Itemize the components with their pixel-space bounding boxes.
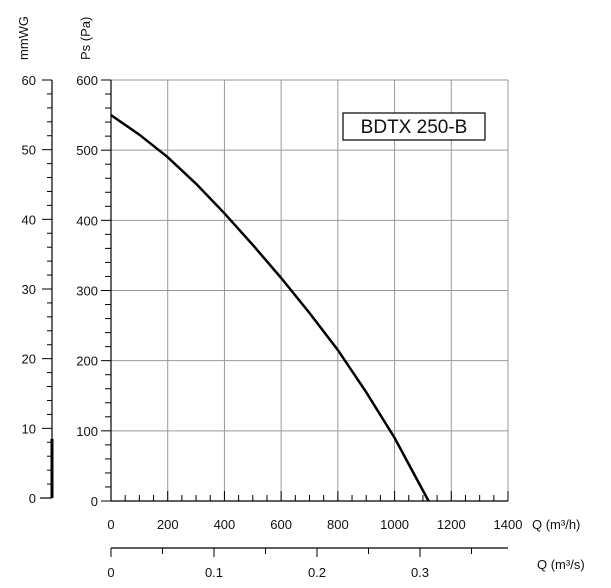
y2-tick-label: 50 bbox=[22, 143, 36, 158]
y-tick-label: 500 bbox=[76, 143, 98, 158]
y2-tick-label: 40 bbox=[22, 212, 36, 227]
y-tick-label: 400 bbox=[76, 213, 98, 228]
x-tick-label: 1000 bbox=[380, 517, 409, 532]
x-tick-label: 0 bbox=[107, 517, 114, 532]
model-label-box: BDTX 250-B bbox=[342, 112, 486, 141]
y-tick-label: 300 bbox=[76, 284, 98, 299]
performance-curve bbox=[110, 114, 430, 502]
y-tick-label: 100 bbox=[76, 424, 98, 439]
tick-marks bbox=[42, 79, 509, 557]
y2-tick-label: 20 bbox=[22, 352, 36, 367]
y2-tick-label: 0 bbox=[29, 491, 36, 506]
y-tick-label: 600 bbox=[76, 73, 98, 88]
x-tick-label: 1400 bbox=[494, 517, 523, 532]
y2-tick-label: 30 bbox=[22, 282, 36, 297]
x-axis-unit: Q (m³/h) bbox=[532, 517, 580, 532]
x-tick-label: 800 bbox=[327, 517, 349, 532]
x-tick-label: 400 bbox=[214, 517, 236, 532]
model-label-frame bbox=[342, 112, 486, 141]
y-axis-unit: Ps (Pa) bbox=[78, 17, 93, 60]
model-label: BDTX 250-B bbox=[361, 117, 468, 138]
x-tick-label: 200 bbox=[157, 517, 179, 532]
y2-tick-label: 10 bbox=[22, 421, 36, 436]
x-tick-label: 600 bbox=[270, 517, 292, 532]
y-tick-label: 0 bbox=[91, 494, 98, 509]
x2-tick-label: 0.1 bbox=[205, 565, 223, 580]
x2-tick-label: 0.2 bbox=[308, 565, 326, 580]
x2-axis-unit: Q (m³/s) bbox=[537, 557, 585, 572]
grid-lines bbox=[111, 79, 509, 501]
y2-tick-label: 60 bbox=[22, 73, 36, 88]
x2-tick-label: 0 bbox=[107, 565, 114, 580]
y-tick-label: 200 bbox=[76, 354, 98, 369]
x-tick-label: 1200 bbox=[437, 517, 466, 532]
x2-tick-label: 0.3 bbox=[411, 565, 429, 580]
y2-axis-unit: mmWG bbox=[16, 16, 31, 60]
